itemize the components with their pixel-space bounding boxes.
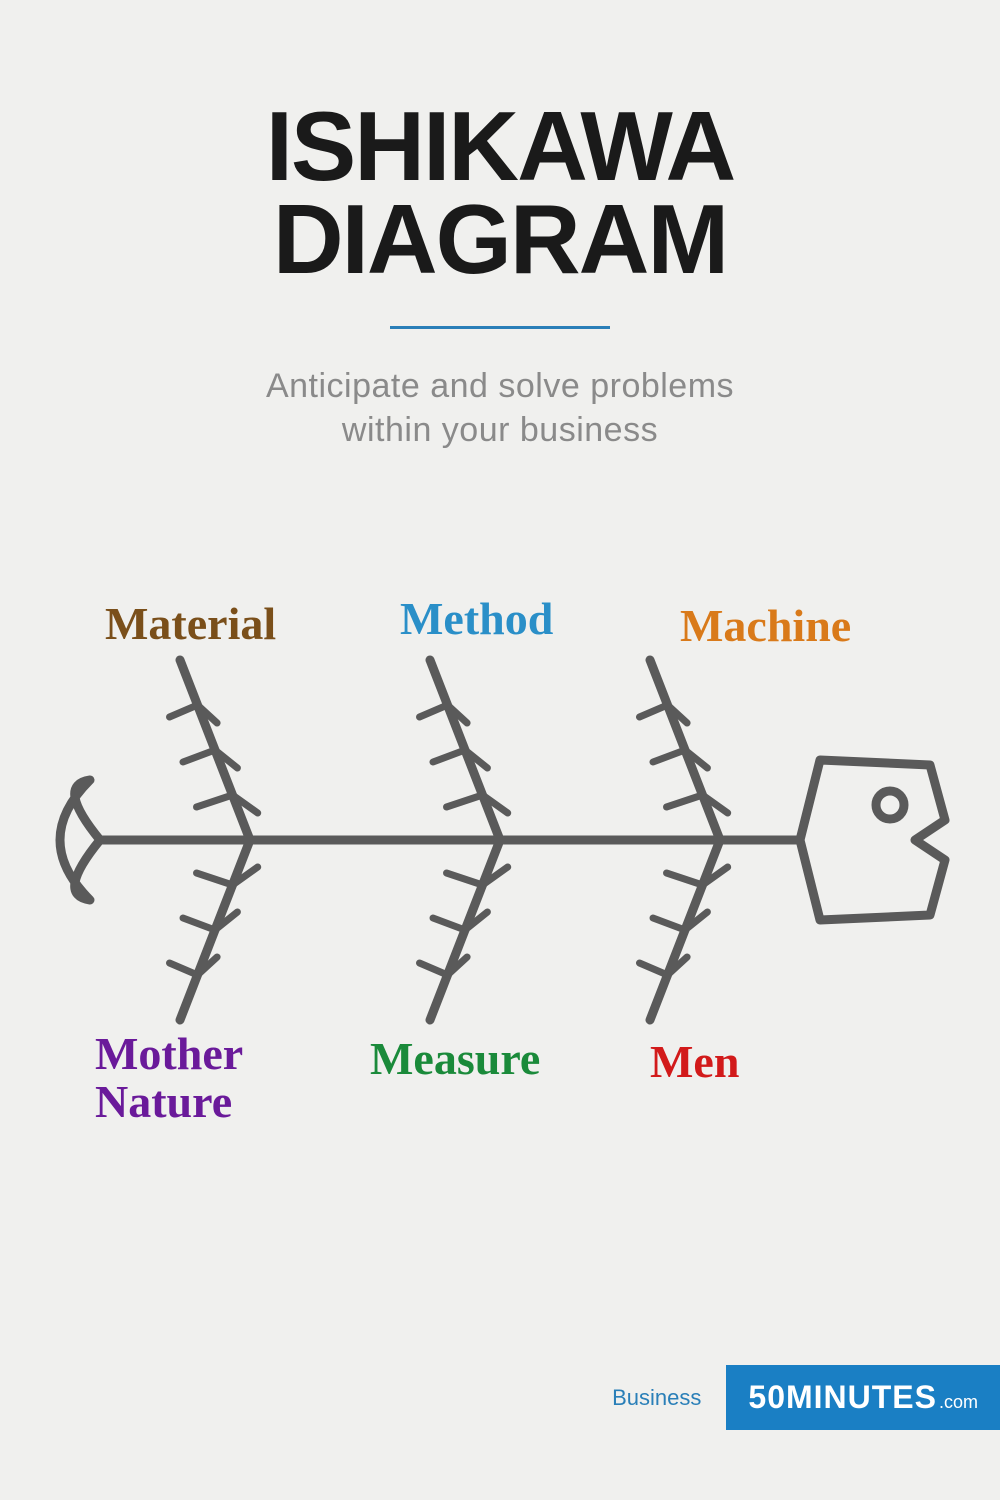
title-divider <box>390 326 610 329</box>
subtitle: Anticipate and solve problems within you… <box>0 364 1000 452</box>
footer-brand: 50MINUTES .com <box>726 1365 1000 1430</box>
title-line2: DIAGRAM <box>0 193 1000 286</box>
fishbone-diagram: MaterialMethodMachineMother NatureMeasur… <box>0 560 1000 1120</box>
bone-label: Machine <box>680 602 851 650</box>
page-title: ISHIKAWA DIAGRAM <box>0 0 1000 286</box>
brand-name: 50MINUTES <box>748 1379 937 1416</box>
bone-label: Measure <box>370 1035 540 1083</box>
footer: Business 50MINUTES .com <box>612 1365 1000 1430</box>
bone-label: Mother Nature <box>95 1030 243 1127</box>
subtitle-line2: within your business <box>0 408 1000 452</box>
bone-label: Method <box>400 595 553 643</box>
brand-suffix: .com <box>939 1392 978 1413</box>
bone-label: Material <box>105 600 276 648</box>
title-line1: ISHIKAWA <box>0 100 1000 193</box>
subtitle-line1: Anticipate and solve problems <box>0 364 1000 408</box>
bone-label: Men <box>650 1038 739 1086</box>
footer-category: Business <box>612 1385 701 1411</box>
